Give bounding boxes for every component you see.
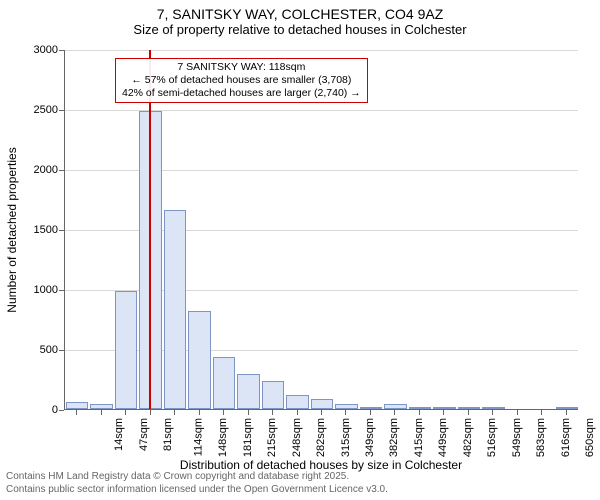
x-tick-label: 516sqm [487, 418, 499, 457]
y-tick-mark [59, 230, 64, 231]
bar [66, 402, 89, 409]
x-tick-mark [394, 410, 395, 415]
x-tick-mark [566, 410, 567, 415]
x-tick-label: 14sqm [113, 418, 125, 451]
y-tick-mark [59, 50, 64, 51]
x-tick-label: 650sqm [584, 418, 596, 457]
plot-area: 7 SANITSKY WAY: 118sqm ← 57% of detached… [64, 50, 578, 410]
x-tick-label: 181sqm [242, 418, 254, 457]
footer-line2: Contains public sector information licen… [6, 484, 388, 497]
title-block: 7, SANITSKY WAY, COLCHESTER, CO4 9AZ Siz… [0, 0, 600, 37]
y-tick-mark [59, 170, 64, 171]
bar [360, 407, 383, 409]
footer-line1: Contains HM Land Registry data © Crown c… [6, 471, 388, 484]
x-tick-label: 415sqm [413, 418, 425, 457]
annotation-line1: 7 SANITSKY WAY: 118sqm [122, 61, 361, 74]
bar [384, 404, 407, 409]
bar [188, 311, 211, 409]
x-tick-mark [517, 410, 518, 415]
x-tick-mark [492, 410, 493, 415]
bar [409, 407, 432, 409]
x-tick-mark [199, 410, 200, 415]
bar [433, 407, 456, 409]
x-axis-label: Distribution of detached houses by size … [64, 458, 578, 472]
x-tick-mark [76, 410, 77, 415]
x-tick-label: 583sqm [535, 418, 547, 457]
annotation-box: 7 SANITSKY WAY: 118sqm ← 57% of detached… [115, 58, 368, 103]
x-tick-label: 349sqm [364, 418, 376, 457]
x-tick-label: 114sqm [192, 418, 204, 456]
x-tick-label: 148sqm [217, 418, 229, 457]
x-tick-mark [345, 410, 346, 415]
annotation-line3: 42% of semi-detached houses are larger (… [122, 87, 361, 100]
y-tick-mark [59, 110, 64, 111]
y-tick-label: 3000 [18, 44, 58, 56]
bar [335, 404, 358, 409]
chart-container: 7 SANITSKY WAY: 118sqm ← 57% of detached… [64, 50, 578, 410]
y-tick-mark [59, 290, 64, 291]
reference-line [149, 50, 151, 409]
x-tick-label: 482sqm [462, 418, 474, 457]
y-tick-mark [59, 410, 64, 411]
bar [311, 399, 334, 409]
x-tick-mark [150, 410, 151, 415]
y-tick-label: 500 [18, 344, 58, 356]
x-tick-mark [468, 410, 469, 415]
x-tick-label: 549sqm [511, 418, 523, 457]
chart-title-main: 7, SANITSKY WAY, COLCHESTER, CO4 9AZ [0, 6, 600, 22]
x-tick-label: 47sqm [138, 418, 150, 451]
x-tick-label: 215sqm [266, 418, 278, 457]
y-tick-label: 2500 [18, 104, 58, 116]
bar [286, 395, 309, 409]
bar [213, 357, 236, 409]
x-tick-label: 315sqm [340, 418, 352, 457]
x-tick-mark [321, 410, 322, 415]
bar [115, 291, 138, 409]
x-tick-label: 449sqm [438, 418, 450, 457]
x-tick-mark [223, 410, 224, 415]
footer: Contains HM Land Registry data © Crown c… [6, 471, 388, 496]
y-tick-label: 0 [18, 404, 58, 416]
y-tick-label: 1500 [18, 224, 58, 236]
x-tick-mark [419, 410, 420, 415]
x-tick-label: 81sqm [162, 418, 174, 451]
x-tick-label: 248sqm [291, 418, 303, 457]
x-tick-mark [443, 410, 444, 415]
bars-group [65, 50, 578, 409]
bar [237, 374, 260, 409]
bar [164, 210, 187, 409]
bar [262, 381, 285, 409]
annotation-line2: ← 57% of detached houses are smaller (3,… [122, 74, 361, 87]
x-tick-mark [125, 410, 126, 415]
bar [90, 404, 113, 409]
chart-title-sub: Size of property relative to detached ho… [0, 22, 600, 37]
x-tick-mark [101, 410, 102, 415]
y-axis-label: Number of detached properties [5, 147, 19, 312]
x-tick-mark [174, 410, 175, 415]
x-tick-mark [248, 410, 249, 415]
bar [482, 407, 505, 409]
x-tick-label: 382sqm [389, 418, 401, 457]
x-tick-mark [272, 410, 273, 415]
y-tick-mark [59, 350, 64, 351]
x-tick-mark [297, 410, 298, 415]
x-tick-label: 282sqm [315, 418, 327, 457]
bar [556, 407, 579, 409]
y-tick-label: 2000 [18, 164, 58, 176]
x-tick-mark [370, 410, 371, 415]
bar [458, 407, 481, 409]
x-tick-mark [541, 410, 542, 415]
y-tick-label: 1000 [18, 284, 58, 296]
x-tick-label: 616sqm [560, 418, 572, 457]
